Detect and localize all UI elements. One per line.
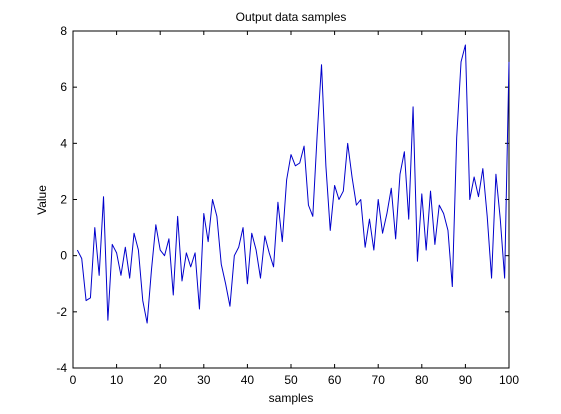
x-axis-label: samples (269, 391, 314, 405)
y-tick-label: 6 (60, 80, 67, 94)
x-tick-label: 0 (70, 373, 77, 387)
x-tick-label: 100 (499, 373, 519, 387)
x-tick-label: 20 (154, 373, 168, 387)
x-tick-label: 40 (241, 373, 255, 387)
y-tick-label: -4 (56, 361, 67, 375)
series-line (76, 44, 510, 324)
y-axis: -4 -2 0 2 4 6 8 (56, 24, 509, 375)
y-tick-label: 8 (60, 24, 67, 38)
y-axis-label: Value (35, 185, 49, 215)
plot-area (72, 30, 510, 369)
y-tick-label: 2 (60, 193, 67, 207)
x-tick-label: 80 (415, 373, 429, 387)
x-tick-label: 50 (284, 373, 298, 387)
chart-title: Output data samples (236, 10, 347, 24)
x-tick-label: 30 (197, 373, 211, 387)
y-tick-label: 0 (60, 249, 67, 263)
x-tick-label: 90 (459, 373, 473, 387)
y-tick-label: 4 (60, 136, 67, 150)
x-tick-label: 60 (328, 373, 342, 387)
y-tick-label: -2 (56, 305, 67, 319)
x-tick-label: 70 (372, 373, 386, 387)
x-axis: 0 10 20 30 40 50 60 70 80 90 100 (70, 31, 519, 387)
x-tick-label: 10 (110, 373, 124, 387)
